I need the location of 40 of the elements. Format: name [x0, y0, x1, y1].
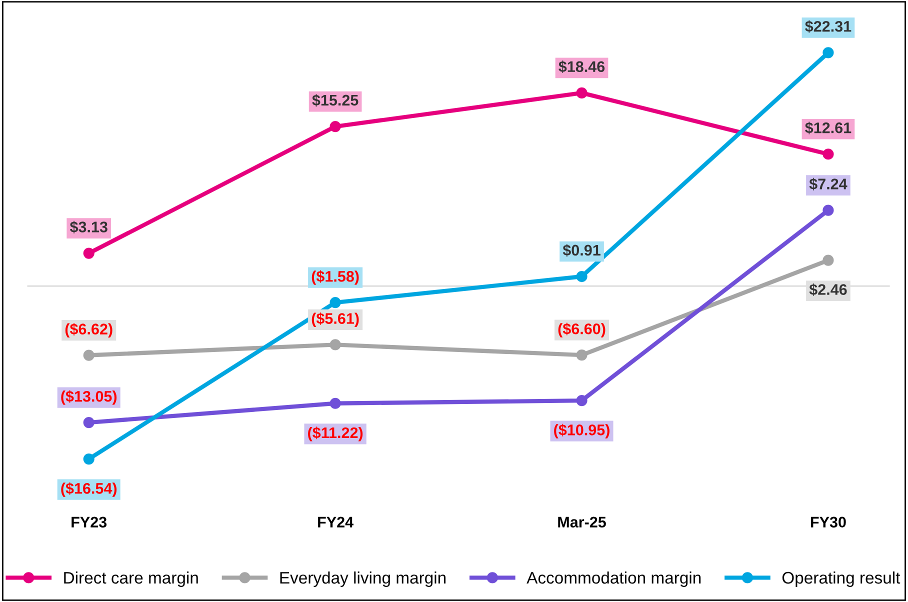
point: [330, 120, 341, 132]
data-label: ($16.54): [61, 482, 117, 497]
data-label: ($13.05): [61, 390, 117, 405]
x-tick-label: Mar-25: [558, 516, 606, 528]
point: [822, 47, 834, 58]
point: [576, 395, 588, 406]
point: [822, 254, 834, 266]
data-label: $15.25: [312, 94, 358, 107]
point: [576, 350, 588, 361]
data-label: $18.46: [558, 60, 605, 74]
point: [330, 398, 341, 409]
data-label: ($11.22): [308, 426, 363, 442]
x-tick-label: FY30: [810, 516, 846, 528]
x-tick-label: FY24: [318, 516, 354, 528]
data-label: $12.61: [805, 122, 852, 134]
point: [83, 416, 94, 428]
data-label: $3.13: [70, 220, 108, 234]
point: [822, 148, 834, 160]
point: [83, 350, 94, 361]
legend-label: Accommodation margin: [526, 571, 701, 587]
data-label: ($6.60): [558, 322, 606, 338]
data-label: ($6.62): [65, 323, 112, 338]
point: [822, 204, 834, 216]
point: [330, 296, 341, 308]
data-label: ($10.95): [554, 424, 610, 438]
point: [576, 270, 588, 282]
data-label: $22.31: [805, 20, 852, 33]
data-label: $2.46: [809, 283, 847, 296]
data-label: $0.91: [562, 244, 600, 257]
data-label: ($1.58): [312, 270, 359, 285]
x-tick-label: FY23: [72, 516, 107, 528]
data-label: ($5.61): [312, 312, 359, 327]
point: [83, 248, 94, 259]
data-label: $7.24: [809, 178, 848, 190]
legend-label: Everyday living margin: [280, 571, 446, 587]
legend-label: Operating result: [782, 571, 900, 587]
point: [330, 339, 341, 350]
legend-label: Direct care margin: [64, 571, 198, 587]
point: [576, 87, 588, 98]
point: [83, 453, 94, 465]
